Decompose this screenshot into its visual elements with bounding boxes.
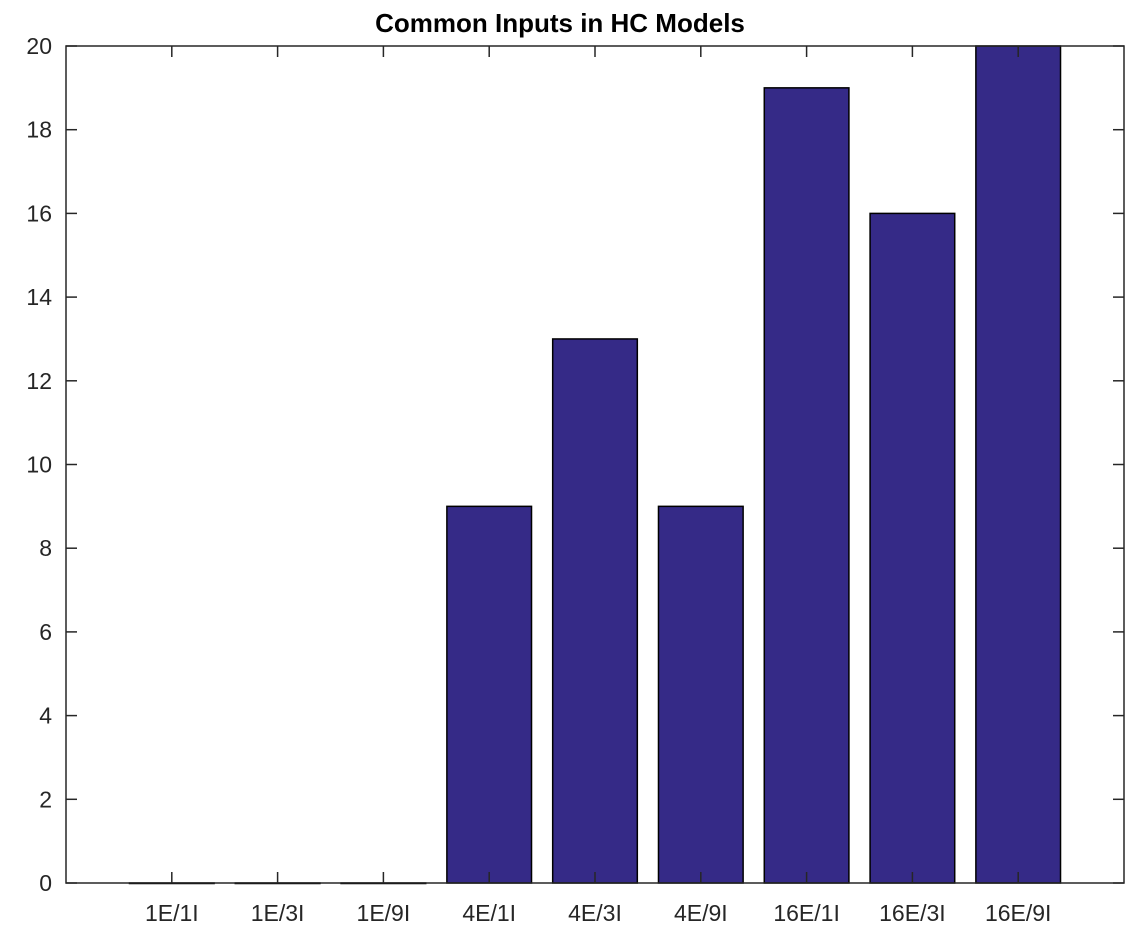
bar-4e-1i [446, 505, 533, 884]
x-tick-label: 1E/3I [251, 900, 305, 926]
bar-16e-1i [763, 87, 850, 884]
bar-4e-3i [551, 338, 639, 884]
labels-layer: 0 2 4 6 8 10 12 14 16 18 20 1E/1I 1E/3I 1E/9I 4E/1I 4E/… [26, 33, 1051, 926]
x-tick-label: 16E/3I [879, 900, 946, 926]
chart-title: Common Inputs in HC Models [375, 8, 745, 38]
y-tick-label: 14 [26, 284, 52, 310]
x-tick-label: 4E/9I [674, 900, 728, 926]
y-tick-label: 6 [39, 619, 52, 645]
x-tick-label: 16E/1I [773, 900, 840, 926]
ticks-layer [66, 45, 1124, 884]
x-tick-label: 4E/3I [568, 900, 622, 926]
x-tick-label: 1E/9I [357, 900, 411, 926]
x-tick-label: 16E/9I [985, 900, 1052, 926]
y-tick-label: 16 [26, 200, 52, 226]
y-tick-label: 18 [26, 117, 52, 143]
bar-16e-3i [869, 212, 956, 884]
y-tick-label: 12 [26, 368, 52, 394]
bars-layer [128, 45, 1062, 885]
y-tick-label: 20 [26, 33, 52, 59]
y-tick-label: 4 [39, 703, 52, 729]
x-tick-label: 4E/1I [462, 900, 516, 926]
bar-16e-9i [975, 45, 1062, 884]
x-tick-label: 1E/1I [145, 900, 199, 926]
y-tick-label: 8 [39, 535, 52, 561]
y-tick-label: 10 [26, 452, 52, 478]
bar-4e-9i [657, 505, 744, 884]
y-tick-label: 0 [39, 870, 52, 896]
y-tick-label: 2 [39, 786, 52, 812]
